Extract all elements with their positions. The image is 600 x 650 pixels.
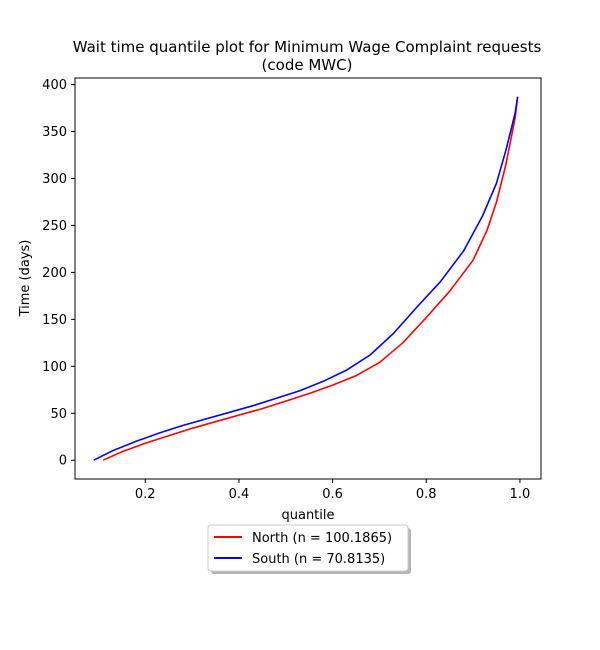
plot-frame bbox=[74, 77, 542, 480]
y-tick-label: 150 bbox=[42, 313, 67, 328]
y-axis: 0 50 100 150 200 250 300 350 400 bbox=[42, 78, 75, 469]
y-tick-label: 250 bbox=[42, 219, 67, 234]
chart-subtitle: (code MWC) bbox=[262, 56, 353, 74]
series-group bbox=[93, 96, 519, 461]
legend-label-north: North (n = 100.1865) bbox=[252, 531, 392, 546]
y-tick-label: 350 bbox=[42, 125, 67, 140]
y-tick-label: 0 bbox=[59, 454, 67, 469]
x-tick-label: 0.2 bbox=[135, 487, 156, 502]
x-axis-label: quantile bbox=[281, 508, 334, 523]
chart-title: Wait time quantile plot for Minimum Wage… bbox=[73, 38, 542, 56]
y-tick-label: 100 bbox=[42, 360, 67, 375]
x-tick-label: 1.0 bbox=[510, 487, 531, 502]
series-line-north bbox=[102, 96, 519, 461]
legend: North (n = 100.1865) South (n = 70.8135) bbox=[207, 524, 411, 574]
y-tick-label: 200 bbox=[42, 266, 67, 281]
x-axis: 0.2 0.4 0.6 0.8 1.0 bbox=[135, 479, 530, 502]
y-tick-label: 400 bbox=[42, 78, 67, 93]
series-line-south bbox=[93, 96, 519, 461]
y-tick-label: 300 bbox=[42, 172, 67, 187]
legend-box bbox=[207, 524, 409, 572]
x-tick-label: 0.6 bbox=[322, 487, 343, 502]
x-tick-label: 0.8 bbox=[416, 487, 437, 502]
y-axis-label: Time (days) bbox=[18, 240, 33, 318]
legend-label-south: South (n = 70.8135) bbox=[252, 552, 385, 567]
plot-area bbox=[74, 77, 542, 480]
x-tick-label: 0.4 bbox=[229, 487, 250, 502]
y-tick-label: 50 bbox=[50, 407, 67, 422]
